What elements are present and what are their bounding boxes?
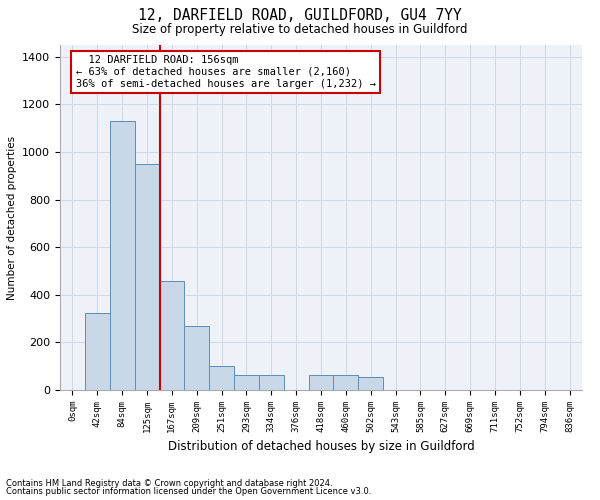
Bar [334, 374, 358, 390]
Text: 12 DARFIELD ROAD: 156sqm  
← 63% of detached houses are smaller (2,160)
36% of s: 12 DARFIELD ROAD: 156sqm ← 63% of detach… [76, 56, 376, 88]
Bar [259, 374, 284, 390]
Bar [234, 374, 259, 390]
Text: Size of property relative to detached houses in Guildford: Size of property relative to detached ho… [132, 22, 468, 36]
Text: 12, DARFIELD ROAD, GUILDFORD, GU4 7YY: 12, DARFIELD ROAD, GUILDFORD, GU4 7YY [138, 8, 462, 22]
Text: Contains public sector information licensed under the Open Government Licence v3: Contains public sector information licen… [6, 487, 371, 496]
Bar [160, 280, 184, 390]
Bar [110, 121, 134, 390]
Bar [184, 326, 209, 390]
Y-axis label: Number of detached properties: Number of detached properties [7, 136, 17, 300]
Bar [85, 312, 110, 390]
Bar [134, 164, 160, 390]
Bar [209, 366, 234, 390]
Bar [358, 377, 383, 390]
Bar [308, 374, 334, 390]
Text: Contains HM Land Registry data © Crown copyright and database right 2024.: Contains HM Land Registry data © Crown c… [6, 478, 332, 488]
X-axis label: Distribution of detached houses by size in Guildford: Distribution of detached houses by size … [167, 440, 475, 454]
